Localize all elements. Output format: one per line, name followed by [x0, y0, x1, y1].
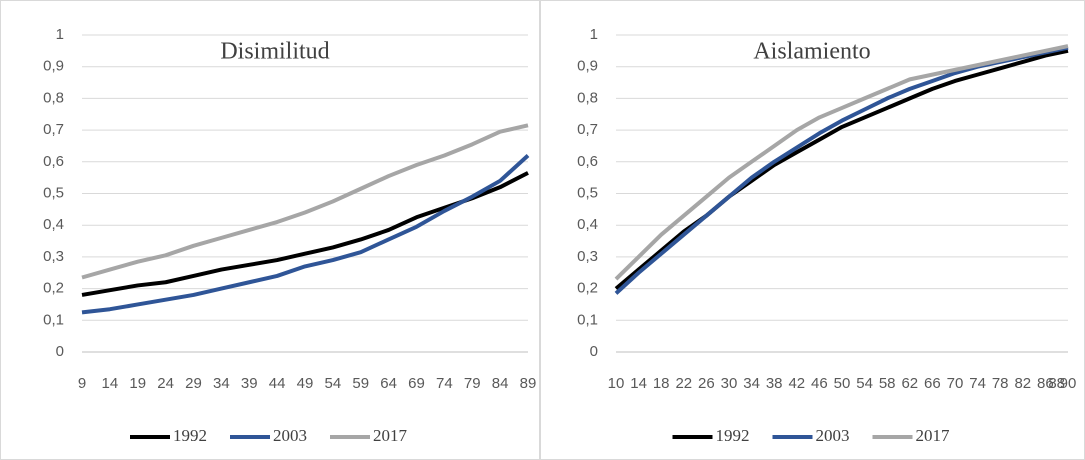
panel: [0, 0, 540, 460]
y-tick-label: 0,2: [577, 280, 598, 297]
chart-title: Disimilitud: [220, 39, 329, 65]
x-tick-label: 14: [102, 375, 119, 392]
x-tick-label: 69: [408, 375, 425, 392]
y-tick-label: 0,8: [43, 89, 64, 106]
y-tick-label: 0,3: [577, 248, 598, 265]
y-tick-label: 0,3: [43, 248, 64, 265]
x-tick-label: 46: [811, 375, 828, 392]
x-tick-label: 29: [185, 375, 202, 392]
y-tick-label: 0,1: [577, 311, 598, 328]
y-tick-label: 0,9: [577, 58, 598, 75]
x-tick-label: 64: [380, 375, 397, 392]
y-tick-label: 0,4: [577, 216, 598, 233]
x-tick-label: 10: [608, 375, 625, 392]
x-tick-label: 42: [788, 375, 805, 392]
x-tick-label: 74: [436, 375, 453, 392]
x-tick-label: 70: [947, 375, 964, 392]
x-tick-label: 84: [492, 375, 509, 392]
legend-label: 1992: [173, 426, 207, 445]
y-tick-label: 0,8: [577, 89, 598, 106]
y-tick-label: 1: [56, 26, 64, 43]
y-tick-label: 0,6: [577, 153, 598, 170]
y-tick-label: 0,6: [43, 153, 64, 170]
y-tick-label: 0,1: [43, 311, 64, 328]
legend-label: 2003: [273, 426, 307, 445]
x-tick-label: 22: [675, 375, 692, 392]
series-line: [81, 123, 529, 280]
x-tick-label: 18: [653, 375, 670, 392]
x-tick-label: 82: [1014, 375, 1031, 392]
y-tick-label: 0,7: [43, 121, 64, 138]
x-tick-label: 54: [856, 375, 873, 392]
x-tick-label: 62: [901, 375, 918, 392]
x-tick-label: 30: [721, 375, 738, 392]
series-line: [614, 44, 1069, 281]
y-tick-label: 0,5: [43, 184, 64, 201]
x-tick-label: 49: [297, 375, 314, 392]
chart-title: Aislamiento: [753, 39, 870, 65]
y-tick-label: 0,7: [577, 121, 598, 138]
x-tick-label: 34: [743, 375, 760, 392]
panel: [540, 0, 1085, 460]
x-tick-label: 79: [464, 375, 481, 392]
legend-label: 2003: [816, 426, 850, 445]
x-tick-label: 44: [269, 375, 286, 392]
x-tick-label: 50: [834, 375, 851, 392]
series-line: [81, 153, 530, 315]
x-tick-label: 39: [241, 375, 258, 392]
legend-label: 2017: [916, 426, 951, 445]
x-tick-label: 88: [1048, 375, 1065, 392]
x-tick-label: 38: [766, 375, 783, 392]
y-tick-label: 0,2: [43, 280, 64, 297]
y-tick-label: 0,5: [577, 184, 598, 201]
x-tick-label: 86: [1037, 375, 1054, 392]
y-tick-label: 0: [590, 343, 598, 360]
y-tick-label: 0,4: [43, 216, 64, 233]
x-tick-label: 9: [78, 375, 86, 392]
x-tick-label: 58: [879, 375, 896, 392]
x-tick-label: 34: [213, 375, 230, 392]
legend-label: 2017: [373, 426, 408, 445]
x-tick-label: 14: [630, 375, 647, 392]
x-tick-label: 74: [969, 375, 986, 392]
x-tick-label: 89: [520, 375, 537, 392]
y-tick-label: 1: [590, 26, 598, 43]
legend-label: 1992: [716, 426, 750, 445]
x-tick-label: 54: [325, 375, 342, 392]
y-tick-label: 0,9: [43, 58, 64, 75]
x-tick-label: 90: [1060, 375, 1077, 392]
x-tick-label: 59: [352, 375, 369, 392]
x-tick-label: 26: [698, 375, 715, 392]
x-tick-label: 19: [129, 375, 146, 392]
x-tick-label: 78: [992, 375, 1009, 392]
x-tick-label: 24: [157, 375, 174, 392]
x-tick-label: 66: [924, 375, 941, 392]
y-tick-label: 0: [56, 343, 64, 360]
